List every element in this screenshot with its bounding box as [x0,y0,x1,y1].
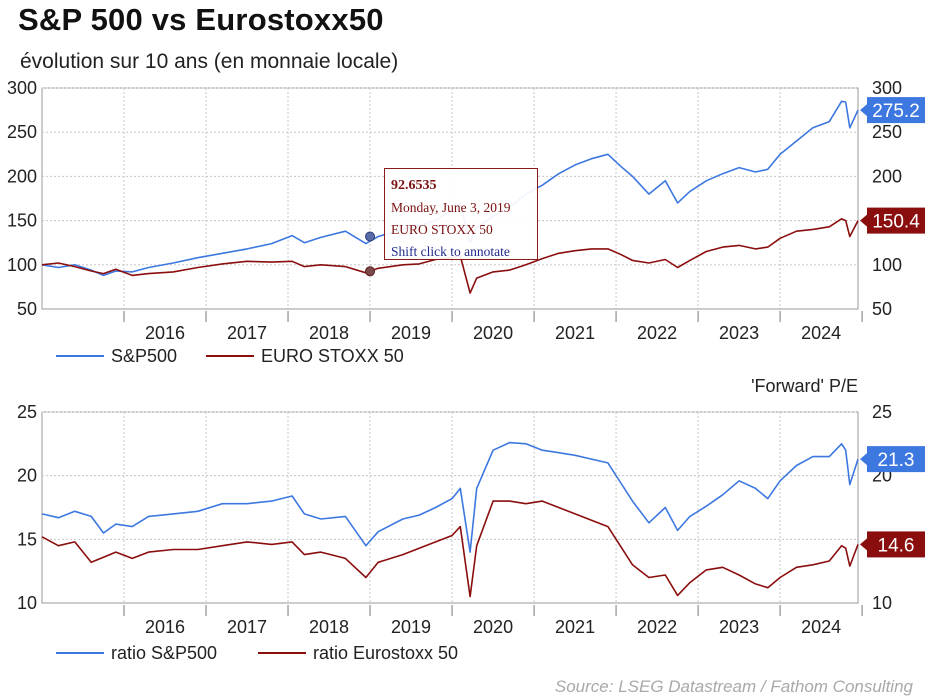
x-tick-label: 2023 [719,617,759,637]
y-tick-label-left: 250 [7,122,37,142]
x-tick-label: 2017 [227,617,267,637]
y-tick-label-left: 20 [17,466,37,486]
y-tick-label-left: 300 [7,78,37,98]
x-tick-label: 2016 [145,323,185,343]
plot-frame [41,411,859,604]
y-tick-label-left: 25 [17,402,37,422]
y-tick-label-left: 10 [17,593,37,613]
y-tick-label-left: 100 [7,255,37,275]
hover-marker-eurostoxx [365,266,376,277]
y-tick-label-right: 250 [872,122,902,142]
last-value-pointer [860,214,867,227]
legend-label: EURO STOXX 50 [261,346,404,366]
y-tick-label-right: 200 [872,166,902,186]
hover-marker-sp500 [365,231,376,242]
x-tick-label: 2018 [309,617,349,637]
legend-label: ratio S&P500 [111,643,217,663]
x-tick-label: 2020 [473,617,513,637]
y-tick-label-right: 300 [872,78,902,98]
series-line-eurostoxx [41,218,859,294]
y-tick-label-right: 25 [872,402,892,422]
x-tick-label: 2019 [391,323,431,343]
chart-panel-2: 2525202015151010201620172018201920202021… [17,376,925,663]
x-tick-label: 2021 [555,323,595,343]
y-tick-label-right: 100 [872,255,902,275]
x-tick-label: 2022 [637,323,677,343]
source-note: Source: LSEG Datastream / Fathom Consult… [554,677,913,696]
chart-subtitle: évolution sur 10 ans (en monnaie locale) [20,50,399,73]
legend-label: ratio Eurostoxx 50 [313,643,458,663]
x-tick-label: 2023 [719,323,759,343]
last-value-badge [867,97,925,124]
last-value-pointer [860,453,867,466]
x-tick-label: 2018 [309,323,349,343]
last-value-label: 21.3 [878,450,915,471]
last-value-badge [867,446,925,473]
y-tick-label-right: 50 [872,299,892,319]
x-tick-label: 2017 [227,323,267,343]
legend-label: S&P500 [111,346,177,366]
data-tooltip: 92.6535 Monday, June 3, 2019 EURO STOXX … [384,168,538,260]
last-value-badge [867,207,925,234]
x-tick-label: 2020 [473,323,513,343]
last-value-pointer [860,538,867,551]
tooltip-date: Monday, June 3, 2019 [391,200,511,215]
y-tick-label-right: 10 [872,593,892,613]
x-tick-label: 2019 [391,617,431,637]
series-line-sp500 [41,441,859,553]
last-value-label: 275.2 [872,101,920,122]
y-tick-label-left: 50 [17,299,37,319]
tooltip-value: 92.6535 [391,178,437,193]
series-line-eurostoxx [41,500,859,598]
x-tick-label: 2024 [801,323,841,343]
x-tick-label: 2024 [801,617,841,637]
last-value-label: 150.4 [872,212,920,233]
last-value-pointer [860,104,867,117]
y-tick-label-left: 150 [7,211,37,231]
last-value-label: 14.6 [878,535,915,556]
y-tick-label-left: 200 [7,166,37,186]
last-value-badge [867,531,925,558]
tooltip-hint: Shift click to annotate [391,244,510,259]
panel-title: 'Forward' P/E [751,376,858,396]
x-tick-label: 2021 [555,617,595,637]
chart-title: S&P 500 vs Eurostoxx50 [18,2,384,37]
x-tick-label: 2016 [145,617,185,637]
x-tick-label: 2022 [637,617,677,637]
y-tick-label-left: 15 [17,529,37,549]
tooltip-series: EURO STOXX 50 [391,222,493,237]
chart-panel-1: 3003002502502002001501501001005050201620… [7,78,925,366]
